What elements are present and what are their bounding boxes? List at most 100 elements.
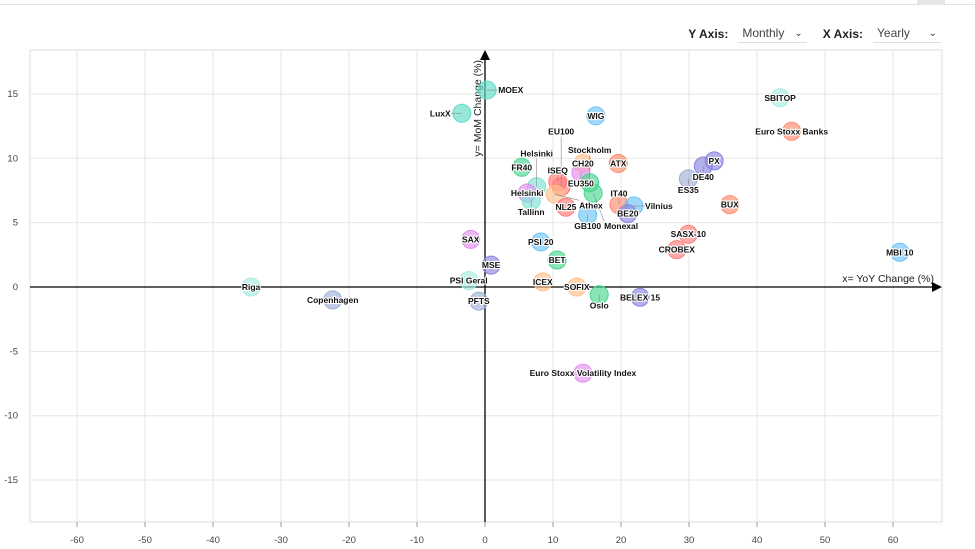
x-tick-label: -50: [138, 535, 152, 546]
y-tick-label: 5: [13, 218, 18, 229]
point-label: SBITOP: [764, 93, 796, 103]
point-label: Helsinki: [520, 149, 553, 159]
point-marker: [630, 287, 650, 307]
point-label: CROBEX: [659, 245, 696, 255]
point-label: Riga: [242, 282, 261, 292]
point-label: SOFIX: [564, 282, 590, 292]
point-marker: [678, 224, 698, 244]
chevron-down-icon: ⌄: [794, 27, 803, 39]
y-tick-label: -10: [4, 411, 18, 422]
point-label: NL25: [556, 202, 577, 212]
x-axis-title: x= YoY Change (%): [842, 273, 934, 285]
gridlines: [29, 49, 943, 523]
label-leader-line: [592, 192, 605, 222]
point-marker: [890, 242, 910, 262]
x-tick-label: 30: [684, 535, 695, 546]
chevron-down-icon: ⌄: [928, 27, 937, 39]
point-marker: [770, 88, 790, 108]
point-label: IT40: [610, 189, 627, 199]
point-label: Copenhagen: [307, 295, 358, 305]
x-axis-label: X Axis:: [822, 26, 863, 41]
point-label: SASX-10: [671, 229, 707, 239]
x-tick-label: 60: [888, 535, 899, 546]
point-marker: [586, 106, 606, 126]
point-label: CH20: [572, 158, 594, 168]
point-markers: [241, 80, 910, 383]
point-label: BELEX 15: [620, 292, 660, 302]
x-tick-label: 0: [482, 535, 487, 546]
point-label: MOEX: [498, 85, 523, 95]
point-label: Euro Stoxx Volatility Index: [530, 368, 637, 378]
point-label: Monexal: [604, 221, 638, 231]
y-tick-label: 10: [7, 153, 18, 164]
point-label: ICEX: [533, 277, 553, 287]
point-label: Vilnius: [645, 201, 673, 211]
point-label: DE40: [693, 172, 715, 182]
point-label: Oslo: [590, 301, 609, 311]
point-marker: [241, 277, 261, 297]
x-tick-label: 50: [820, 535, 831, 546]
point-label: EU100: [548, 127, 574, 137]
axis-controls: Y Axis: Monthly ⌄ X Axis: Yearly ⌄: [688, 24, 941, 43]
point-label: Euro Stoxx Banks: [755, 126, 828, 136]
x-tick-label: -30: [274, 535, 288, 546]
point-marker: [608, 153, 628, 173]
point-marker: [782, 121, 802, 141]
point-label: LuxX: [430, 108, 451, 118]
point-label: Athex: [579, 200, 603, 210]
point-label: BE20: [617, 209, 639, 219]
point-labels: WIG SBITOP Euro Stoxx Banks MBI 10 Riga Copen…: [241, 84, 915, 379]
label-leader-line: [554, 194, 580, 201]
point-label: Stockholm: [568, 145, 612, 155]
point-marker: [481, 255, 501, 275]
x-axis-arrow-icon: [932, 282, 942, 292]
y-axis-select[interactable]: Monthly ⌄: [738, 24, 807, 43]
point-label: GB100: [574, 221, 601, 231]
point-marker: [533, 272, 553, 292]
point-marker: [469, 291, 489, 311]
point-marker: [323, 290, 343, 310]
y-axis-label: Y Axis:: [688, 26, 729, 41]
x-axis-value: Yearly: [877, 26, 910, 40]
point-label: PSI Geral: [450, 276, 488, 286]
point-marker: [461, 229, 481, 249]
x-tick-label: 10: [548, 535, 559, 546]
point-label: Helsinki: [511, 188, 544, 198]
plot-area: [29, 49, 943, 523]
x-tick-label: -60: [70, 535, 84, 546]
y-tick-label: -5: [10, 346, 18, 357]
point-marker: [720, 195, 740, 215]
top-divider: [0, 4, 975, 5]
point-label: ISEQ: [548, 165, 569, 175]
point-label: ATX: [610, 158, 627, 168]
scrollbar-thumb[interactable]: [917, 0, 945, 5]
point-marker: [567, 277, 587, 297]
point-label: Tallinn: [518, 207, 545, 217]
point-label: PFTS: [468, 296, 490, 306]
y-axis-arrow-icon: [480, 50, 490, 60]
x-axis-select[interactable]: Yearly ⌄: [873, 24, 941, 43]
y-tick-label: 0: [13, 282, 18, 293]
x-tick-label: 40: [752, 535, 763, 546]
y-tick-label: 15: [7, 89, 18, 100]
point-marker: [547, 250, 567, 270]
x-tick-label: -20: [342, 535, 356, 546]
y-axis-title: y= MoM Change (%): [472, 60, 484, 157]
point-marker: [618, 204, 638, 224]
point-marker: [459, 271, 479, 291]
point-label: MSE: [482, 260, 501, 270]
y-axis-value: Monthly: [742, 26, 785, 40]
x-tick-label: -10: [410, 535, 424, 546]
point-label: SAX: [462, 234, 480, 244]
point-marker: [573, 363, 593, 383]
point-label: WIG: [587, 111, 604, 121]
point-marker: [531, 232, 551, 252]
point-marker: [667, 240, 687, 260]
point-label: EU350: [568, 178, 594, 188]
point-marker: [556, 197, 576, 217]
point-label: FR40: [511, 162, 532, 172]
point-label: PSI 20: [528, 237, 554, 247]
point-label: ES35: [678, 185, 699, 195]
point-label: BUX: [721, 200, 739, 210]
